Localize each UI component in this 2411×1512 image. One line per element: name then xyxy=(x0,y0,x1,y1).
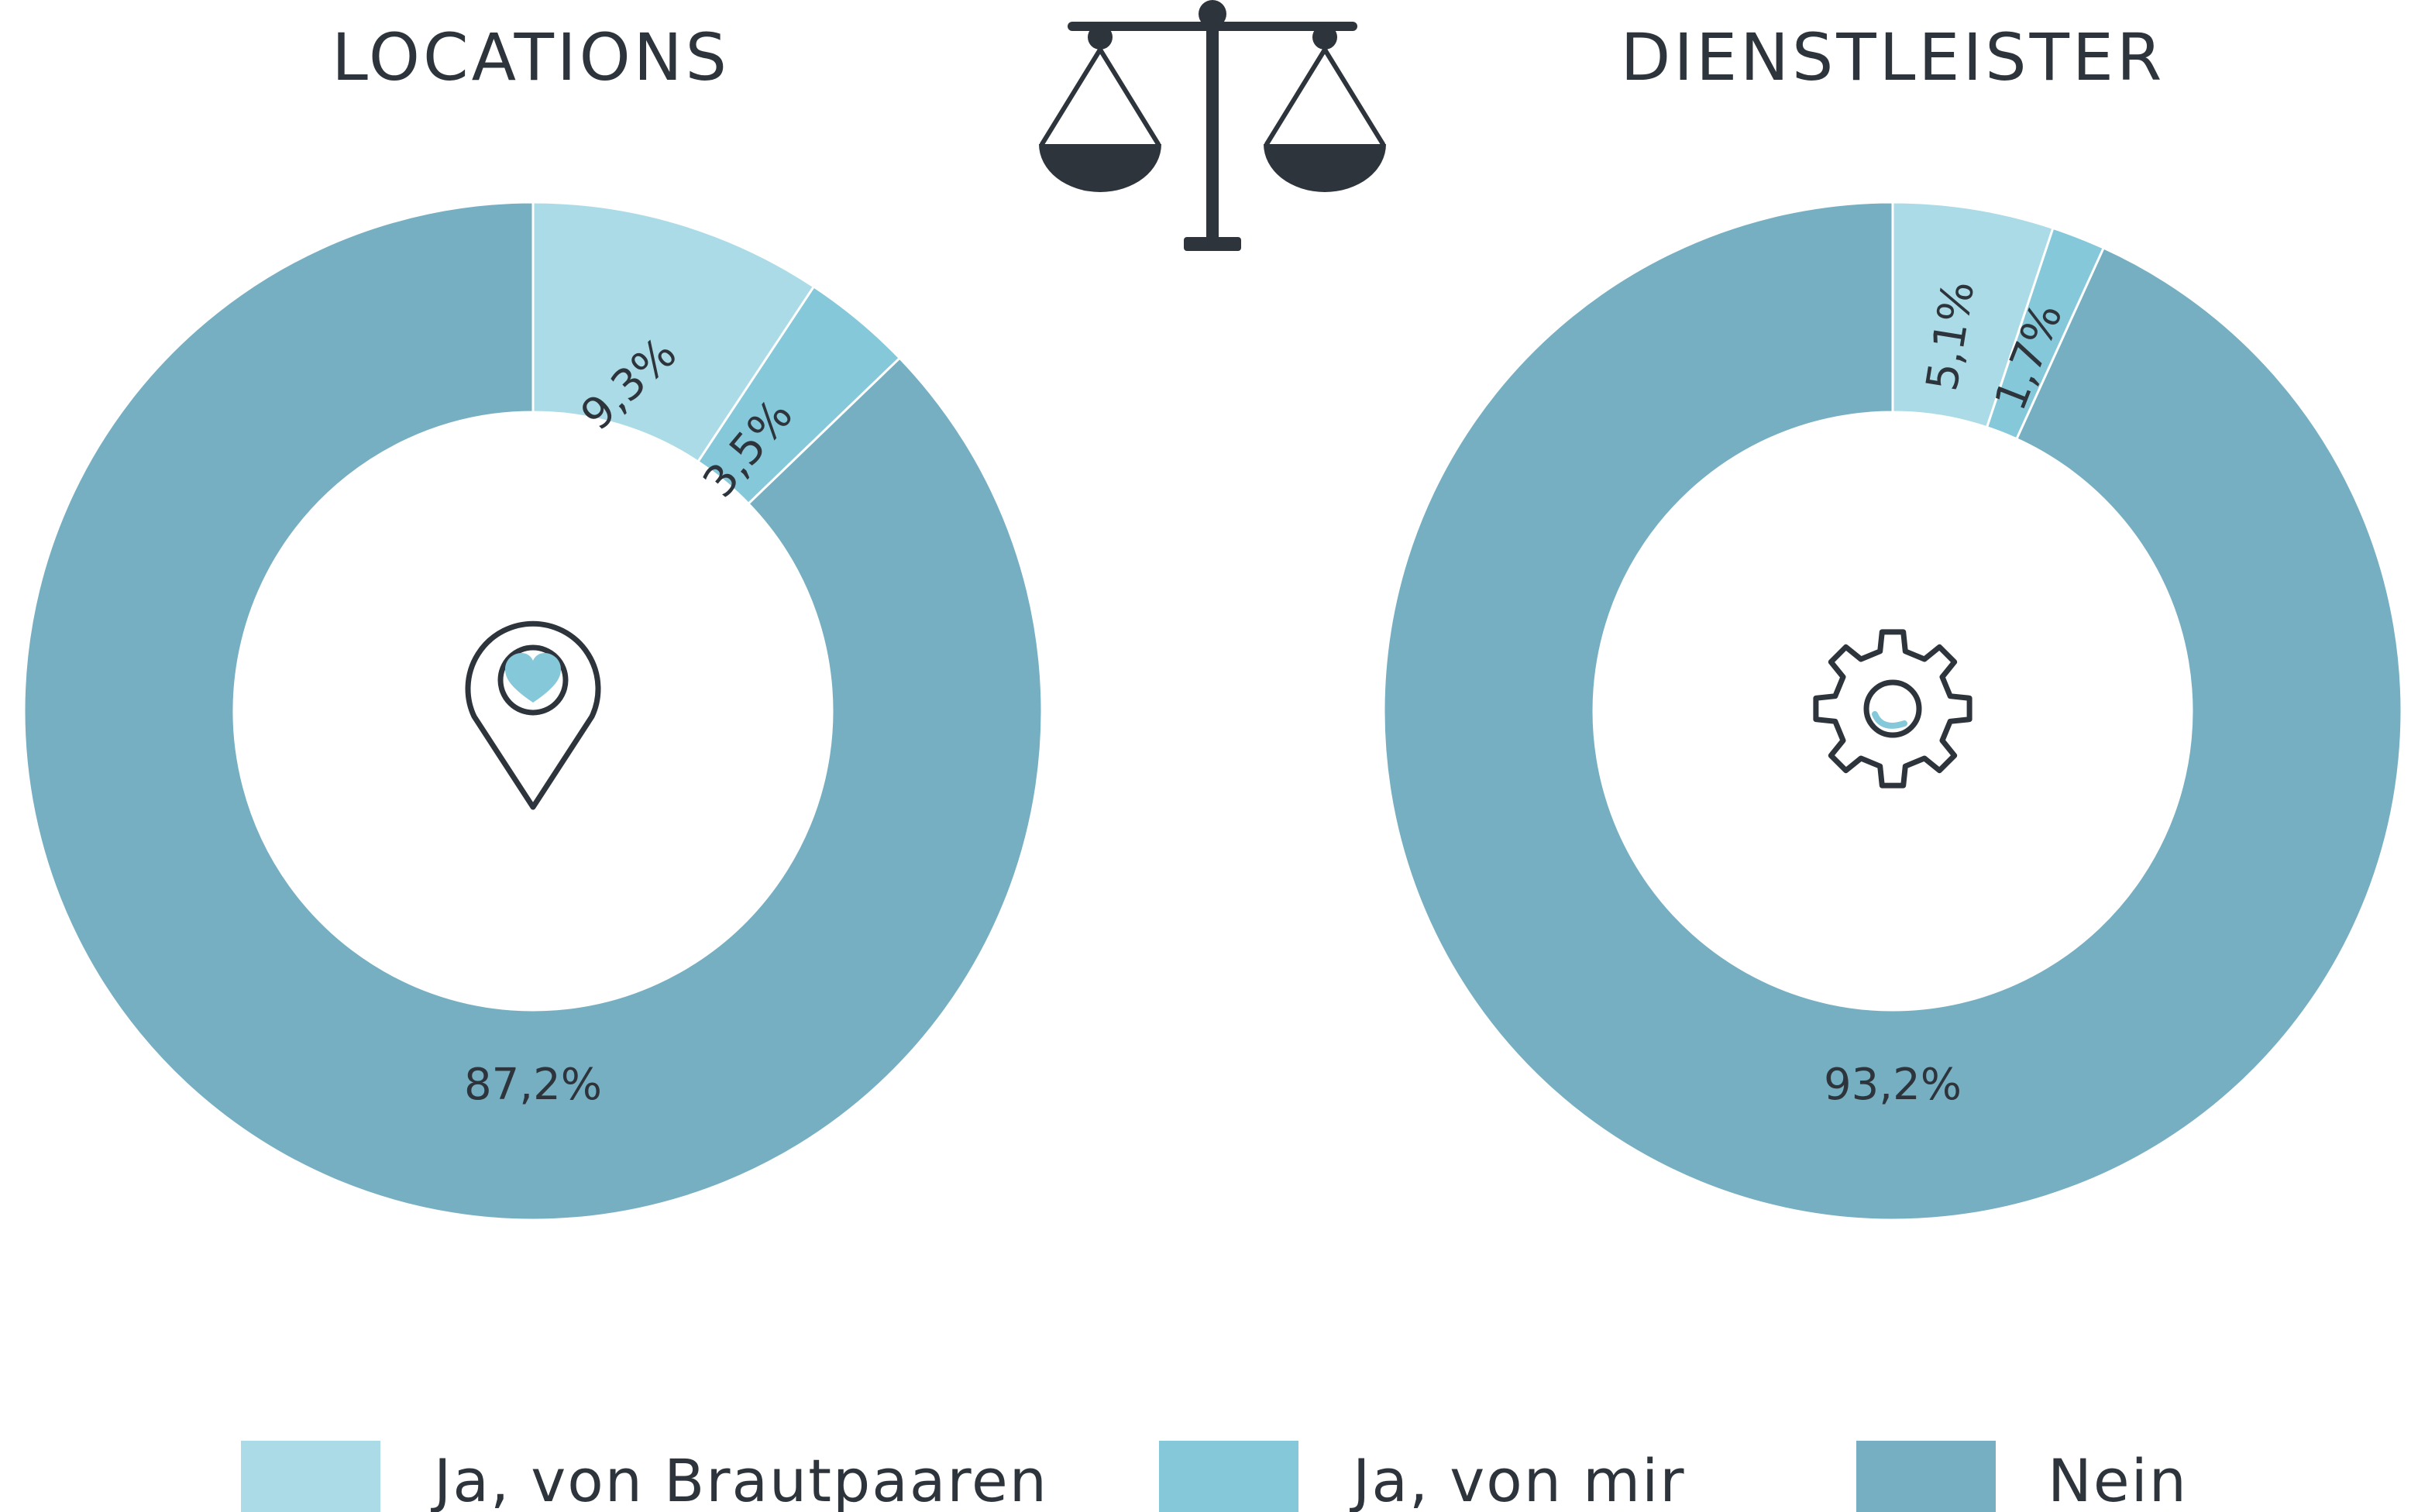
legend-label: Nein xyxy=(2048,1446,2188,1512)
legend-item-ja-brautpaare: Ja, von Brautpaaren xyxy=(241,1441,1048,1512)
legend-label: Ja, von Brautpaaren xyxy=(431,1446,1048,1512)
legend-swatch xyxy=(1856,1441,1996,1512)
legend-swatch xyxy=(1159,1441,1298,1512)
legend-swatch xyxy=(241,1441,380,1512)
donut-slice xyxy=(22,201,1044,1222)
gear-heart-icon xyxy=(1813,629,1972,789)
donut-slice xyxy=(1382,201,2403,1222)
donut-chart-dienstleister: 5,1% 1,7%93,2% xyxy=(1382,201,2403,1222)
chart-title-locations: LOCATIONS xyxy=(332,19,730,95)
legend-item-nein: Nein xyxy=(1856,1441,2188,1512)
donut-chart-locations: 9,3%3,5%87,2% xyxy=(22,201,1044,1222)
chart-title-dienstleister: DIENSTLEISTER xyxy=(1621,19,2165,95)
legend: Ja, von Brautpaaren Ja, von mir Nein xyxy=(241,1441,2188,1512)
slice-label: 93,2% xyxy=(1824,1060,1962,1110)
scale-icon xyxy=(1039,0,1386,251)
legend-item-ja-mir: Ja, von mir xyxy=(1159,1441,1686,1512)
location-pin-heart-icon xyxy=(465,620,601,810)
legend-label: Ja, von mir xyxy=(1350,1446,1686,1512)
slice-label: 87,2% xyxy=(464,1060,602,1110)
